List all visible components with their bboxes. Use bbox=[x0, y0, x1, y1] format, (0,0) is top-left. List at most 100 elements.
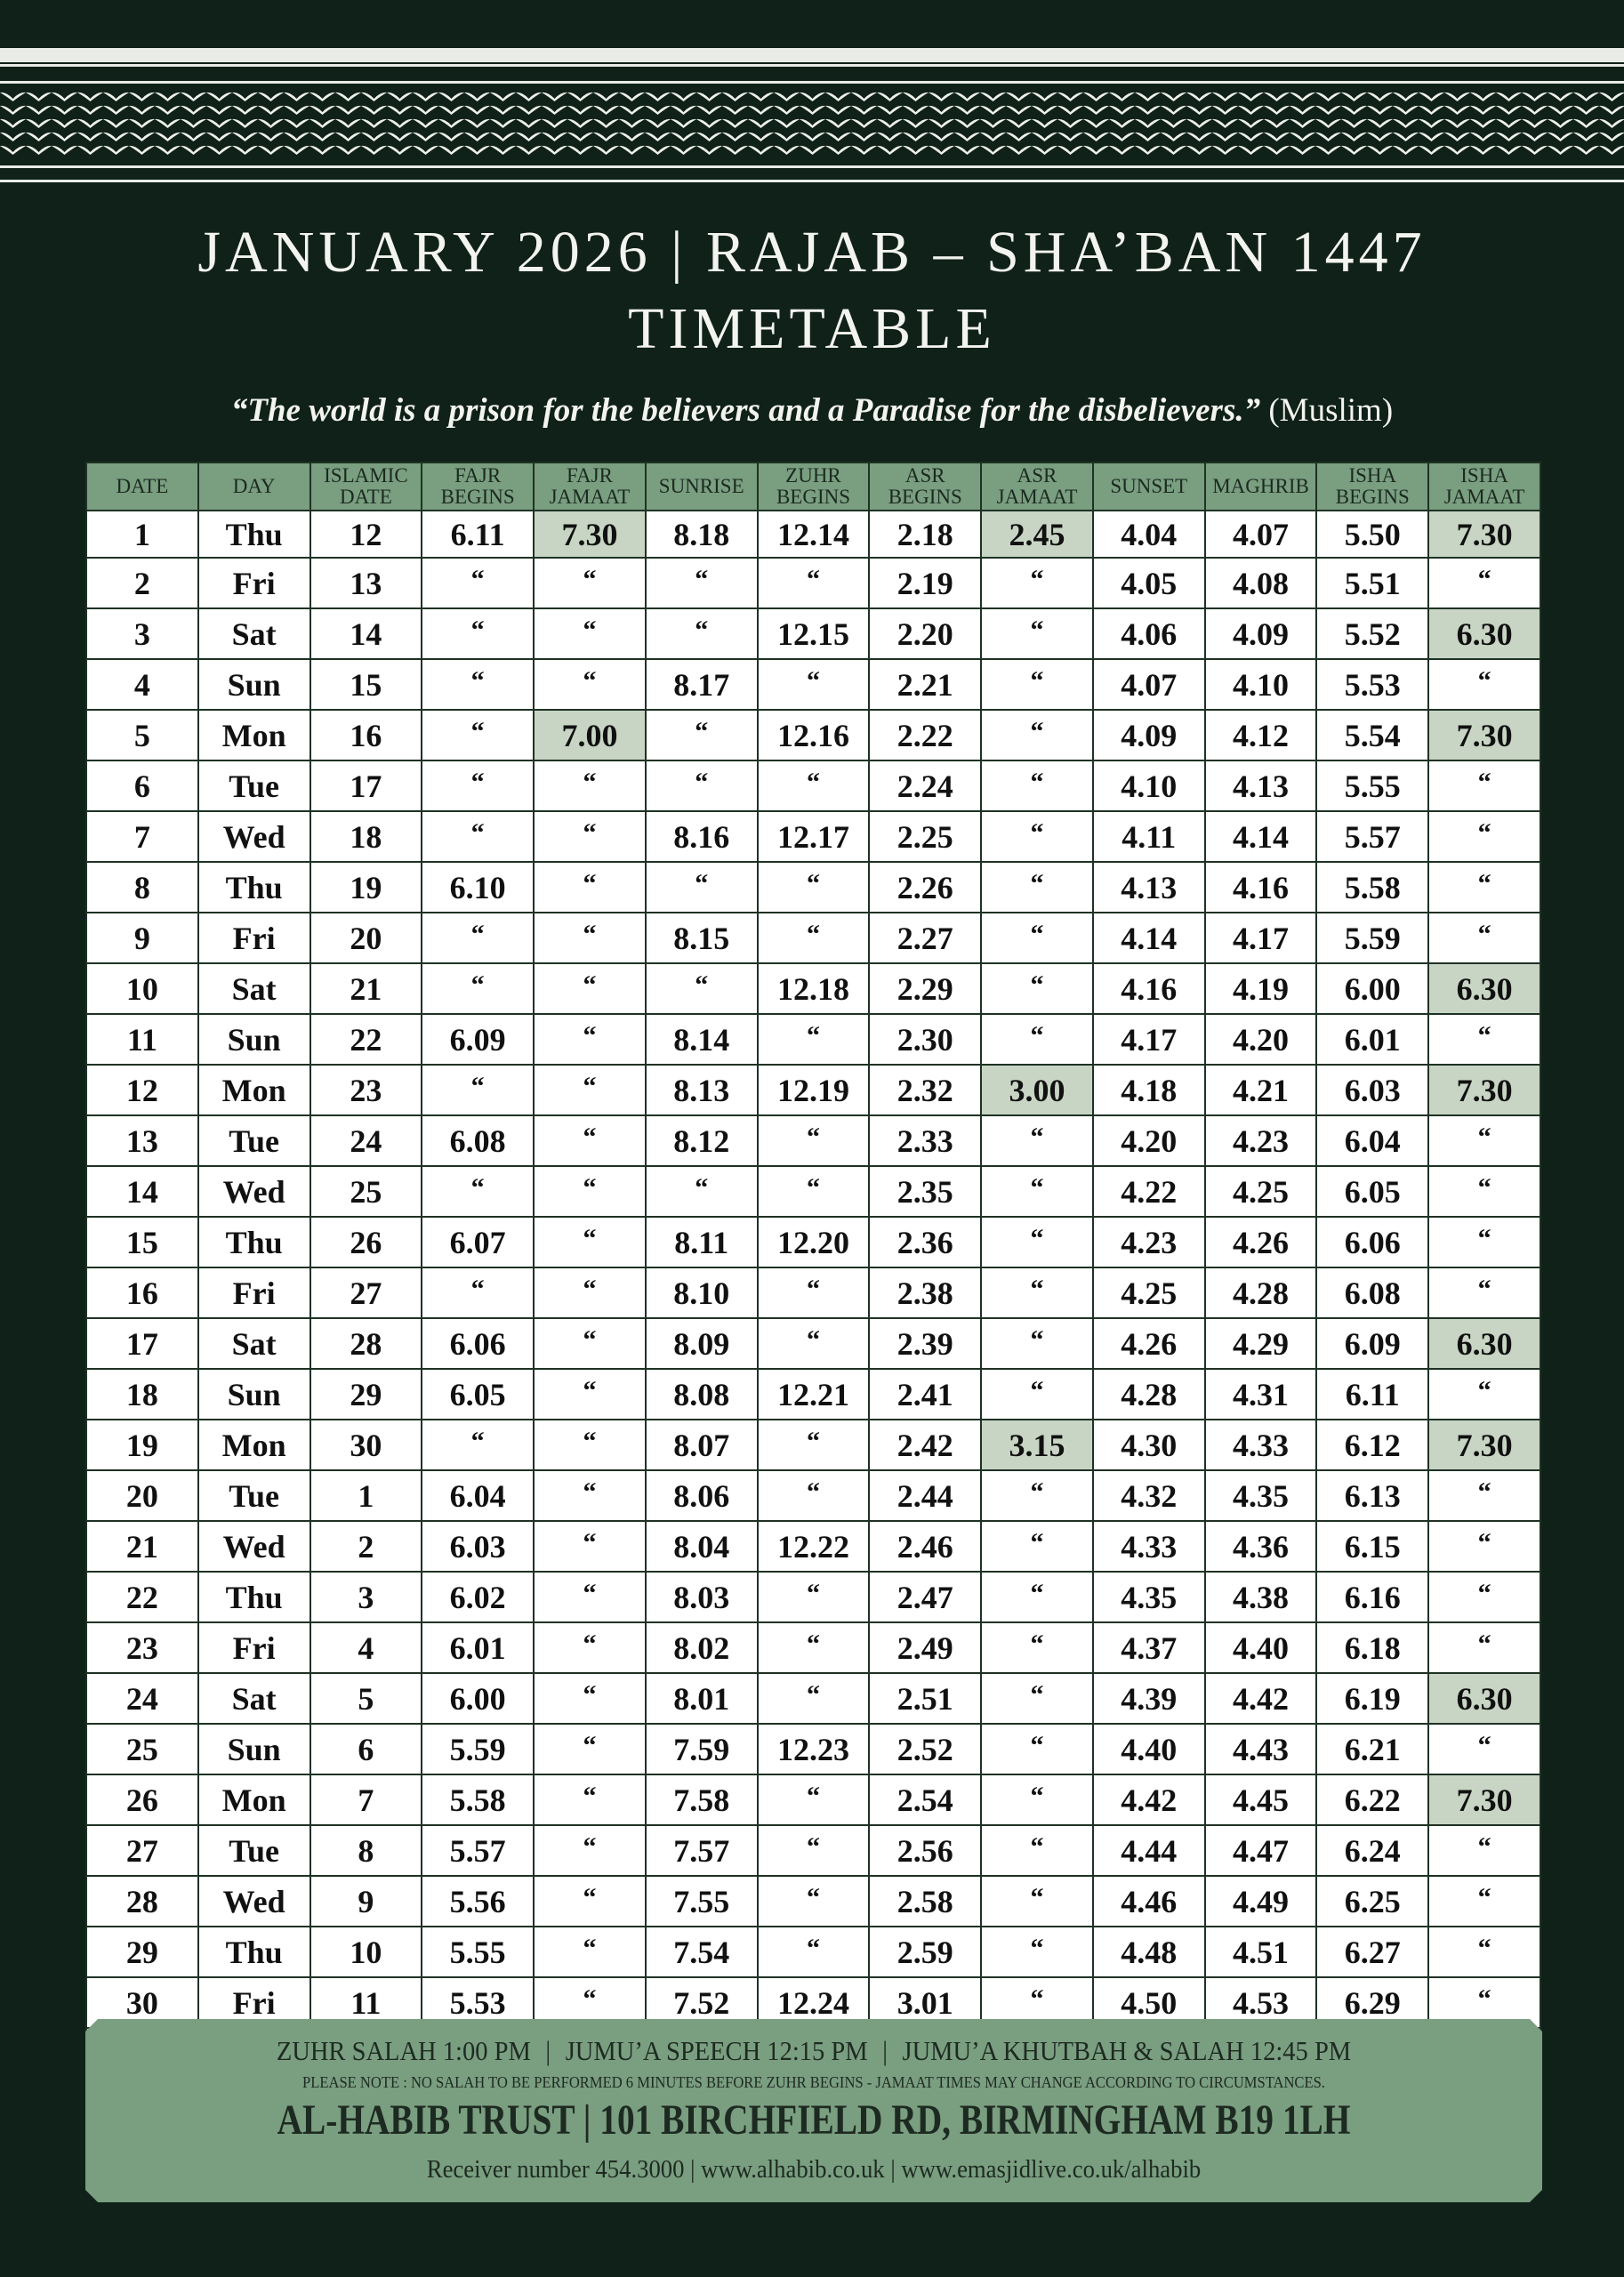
table-row: 5 Mon 16 “7.00 “12.16 2.22 “4.09 4.12 5.54 7.30 bbox=[85, 709, 1541, 761]
table-cell: 15 bbox=[85, 1216, 199, 1268]
table-cell: 4.45 bbox=[1203, 1774, 1318, 1826]
table-cell: 6.09 bbox=[1315, 1317, 1430, 1370]
table-cell: 3 bbox=[309, 1571, 423, 1623]
table-row: 17 Sat 28 6.06 “8.09 “2.39 “4.26 4.29 6.09 6.30 bbox=[85, 1317, 1541, 1370]
table-cell: 13 bbox=[309, 557, 423, 609]
table-cell: “ bbox=[980, 1013, 1094, 1066]
table-cell: 6.00 bbox=[1315, 962, 1430, 1015]
table-cell: Tue bbox=[197, 760, 311, 812]
table-cell: 25 bbox=[309, 1165, 423, 1218]
table-cell: “ bbox=[980, 1774, 1094, 1826]
table-cell: 5.58 bbox=[1315, 861, 1430, 913]
table-cell: 8 bbox=[309, 1824, 423, 1877]
table-cell: “ bbox=[1427, 557, 1541, 609]
table-cell: “ bbox=[533, 1875, 647, 1927]
table-cell: Thu bbox=[197, 510, 311, 559]
table-cell: “ bbox=[980, 1216, 1094, 1268]
column-header: ISHA JAMAAT bbox=[1427, 462, 1541, 511]
table-cell: 24 bbox=[85, 1672, 199, 1725]
table-cell: “ bbox=[421, 912, 535, 964]
table-row: 10 Sat 21 “““12.18 2.29 “4.16 4.19 6.00 6.30 bbox=[85, 962, 1541, 1015]
quote-text: “The world is a prison for the believers… bbox=[230, 392, 1261, 429]
table-cell: “ bbox=[421, 658, 535, 711]
table-cell: 6.11 bbox=[1315, 1368, 1430, 1420]
column-header: FAJR JAMAAT bbox=[533, 462, 647, 511]
table-cell: “ bbox=[756, 1317, 871, 1370]
table-cell: 2.52 bbox=[868, 1723, 983, 1775]
table-cell: 4.40 bbox=[1091, 1723, 1206, 1775]
table-cell: 22 bbox=[85, 1571, 199, 1623]
table-cell: 4.46 bbox=[1091, 1875, 1206, 1927]
table-cell: 7.00 bbox=[533, 709, 647, 761]
column-header: SUNRISE bbox=[644, 462, 759, 511]
table-cell: 4.37 bbox=[1091, 1621, 1206, 1674]
table-cell: 4.32 bbox=[1091, 1469, 1206, 1522]
table-cell: 6 bbox=[309, 1723, 423, 1775]
column-header: DAY bbox=[197, 462, 311, 511]
wave-pattern bbox=[0, 89, 1624, 156]
table-cell: 4.42 bbox=[1203, 1672, 1318, 1725]
table-cell: 4.09 bbox=[1203, 607, 1318, 660]
table-cell: 7.54 bbox=[644, 1926, 759, 1978]
table-cell: “ bbox=[421, 1267, 535, 1319]
table-row: 6 Tue 17 ““““2.24 “4.10 4.13 5.55 “ bbox=[85, 760, 1541, 812]
table-row: 8 Thu 19 6.10 “““2.26 “4.13 4.16 5.58 “ bbox=[85, 861, 1541, 913]
table-cell: Thu bbox=[197, 1571, 311, 1623]
table-cell: 8.17 bbox=[644, 658, 759, 711]
table-cell: 12 bbox=[85, 1064, 199, 1116]
table-cell: 26 bbox=[85, 1774, 199, 1826]
table-cell: “ bbox=[533, 1774, 647, 1826]
table-cell: 12.16 bbox=[756, 709, 871, 761]
table-cell: 28 bbox=[85, 1875, 199, 1927]
table-cell: “ bbox=[533, 1723, 647, 1775]
table-cell: “ bbox=[980, 1267, 1094, 1319]
table-cell: 8.09 bbox=[644, 1317, 759, 1370]
table-cell: 29 bbox=[309, 1368, 423, 1420]
table-cell: 26 bbox=[309, 1216, 423, 1268]
table-cell: 6.22 bbox=[1315, 1774, 1430, 1826]
table-cell: “ bbox=[1427, 760, 1541, 812]
table-cell: Wed bbox=[197, 1520, 311, 1573]
table-cell: 4.04 bbox=[1091, 510, 1206, 559]
table-cell: 2.47 bbox=[868, 1571, 983, 1623]
table-cell: 6.02 bbox=[421, 1571, 535, 1623]
table-cell: 4.40 bbox=[1203, 1621, 1318, 1674]
table-cell: “ bbox=[533, 1469, 647, 1522]
table-cell: “ bbox=[533, 1419, 647, 1471]
table-cell: “ bbox=[980, 1368, 1094, 1420]
column-header: ASR BEGINS bbox=[868, 462, 983, 511]
table-cell: 7.30 bbox=[1427, 1064, 1541, 1116]
table-cell: 24 bbox=[309, 1114, 423, 1167]
table-cell: 8.08 bbox=[644, 1368, 759, 1420]
table-cell: 7.55 bbox=[644, 1875, 759, 1927]
table-cell: Sun bbox=[197, 1368, 311, 1420]
table-cell: Fri bbox=[197, 912, 311, 964]
table-cell: “ bbox=[533, 1064, 647, 1116]
table-cell: 4.17 bbox=[1091, 1013, 1206, 1066]
table-cell: 6.00 bbox=[421, 1672, 535, 1725]
table-cell: 7.59 bbox=[644, 1723, 759, 1775]
table-cell: 6.11 bbox=[421, 510, 535, 559]
table-row: 4 Sun 15 ““8.17 “2.21 “4.07 4.10 5.53 “ bbox=[85, 658, 1541, 711]
table-cell: 27 bbox=[85, 1824, 199, 1877]
table-cell: 4.43 bbox=[1203, 1723, 1318, 1775]
emasjid-link[interactable]: www.emasjidlive.co.uk/alhabib bbox=[901, 2155, 1202, 2184]
website-link[interactable]: www.alhabib.co.uk bbox=[701, 2155, 885, 2184]
table-row: 11 Sun 22 6.09 “8.14 “2.30 “4.17 4.20 6.01 “ bbox=[85, 1013, 1541, 1066]
table-cell: 2.41 bbox=[868, 1368, 983, 1420]
table-cell: 2.20 bbox=[868, 607, 983, 660]
table-cell: 14 bbox=[309, 607, 423, 660]
table-cell: 8.01 bbox=[644, 1672, 759, 1725]
table-row: 13 Tue 24 6.08 “8.12 “2.33 “4.20 4.23 6.04 “ bbox=[85, 1114, 1541, 1167]
table-cell: 5.59 bbox=[1315, 912, 1430, 964]
table-cell: 4.25 bbox=[1091, 1267, 1206, 1319]
table-cell: 4.14 bbox=[1203, 810, 1318, 863]
table-cell: 4.28 bbox=[1203, 1267, 1318, 1319]
table-row: 28 Wed 9 5.56 “7.55 “2.58 “4.46 4.49 6.25 “ bbox=[85, 1875, 1541, 1927]
table-cell: Thu bbox=[197, 1216, 311, 1268]
table-cell: 6.01 bbox=[421, 1621, 535, 1674]
table-cell: 8.16 bbox=[644, 810, 759, 863]
table-cell: 4.26 bbox=[1203, 1216, 1318, 1268]
table-cell: 8.12 bbox=[644, 1114, 759, 1167]
table-row: 27 Tue 8 5.57 “7.57 “2.56 “4.44 4.47 6.24 “ bbox=[85, 1824, 1541, 1877]
